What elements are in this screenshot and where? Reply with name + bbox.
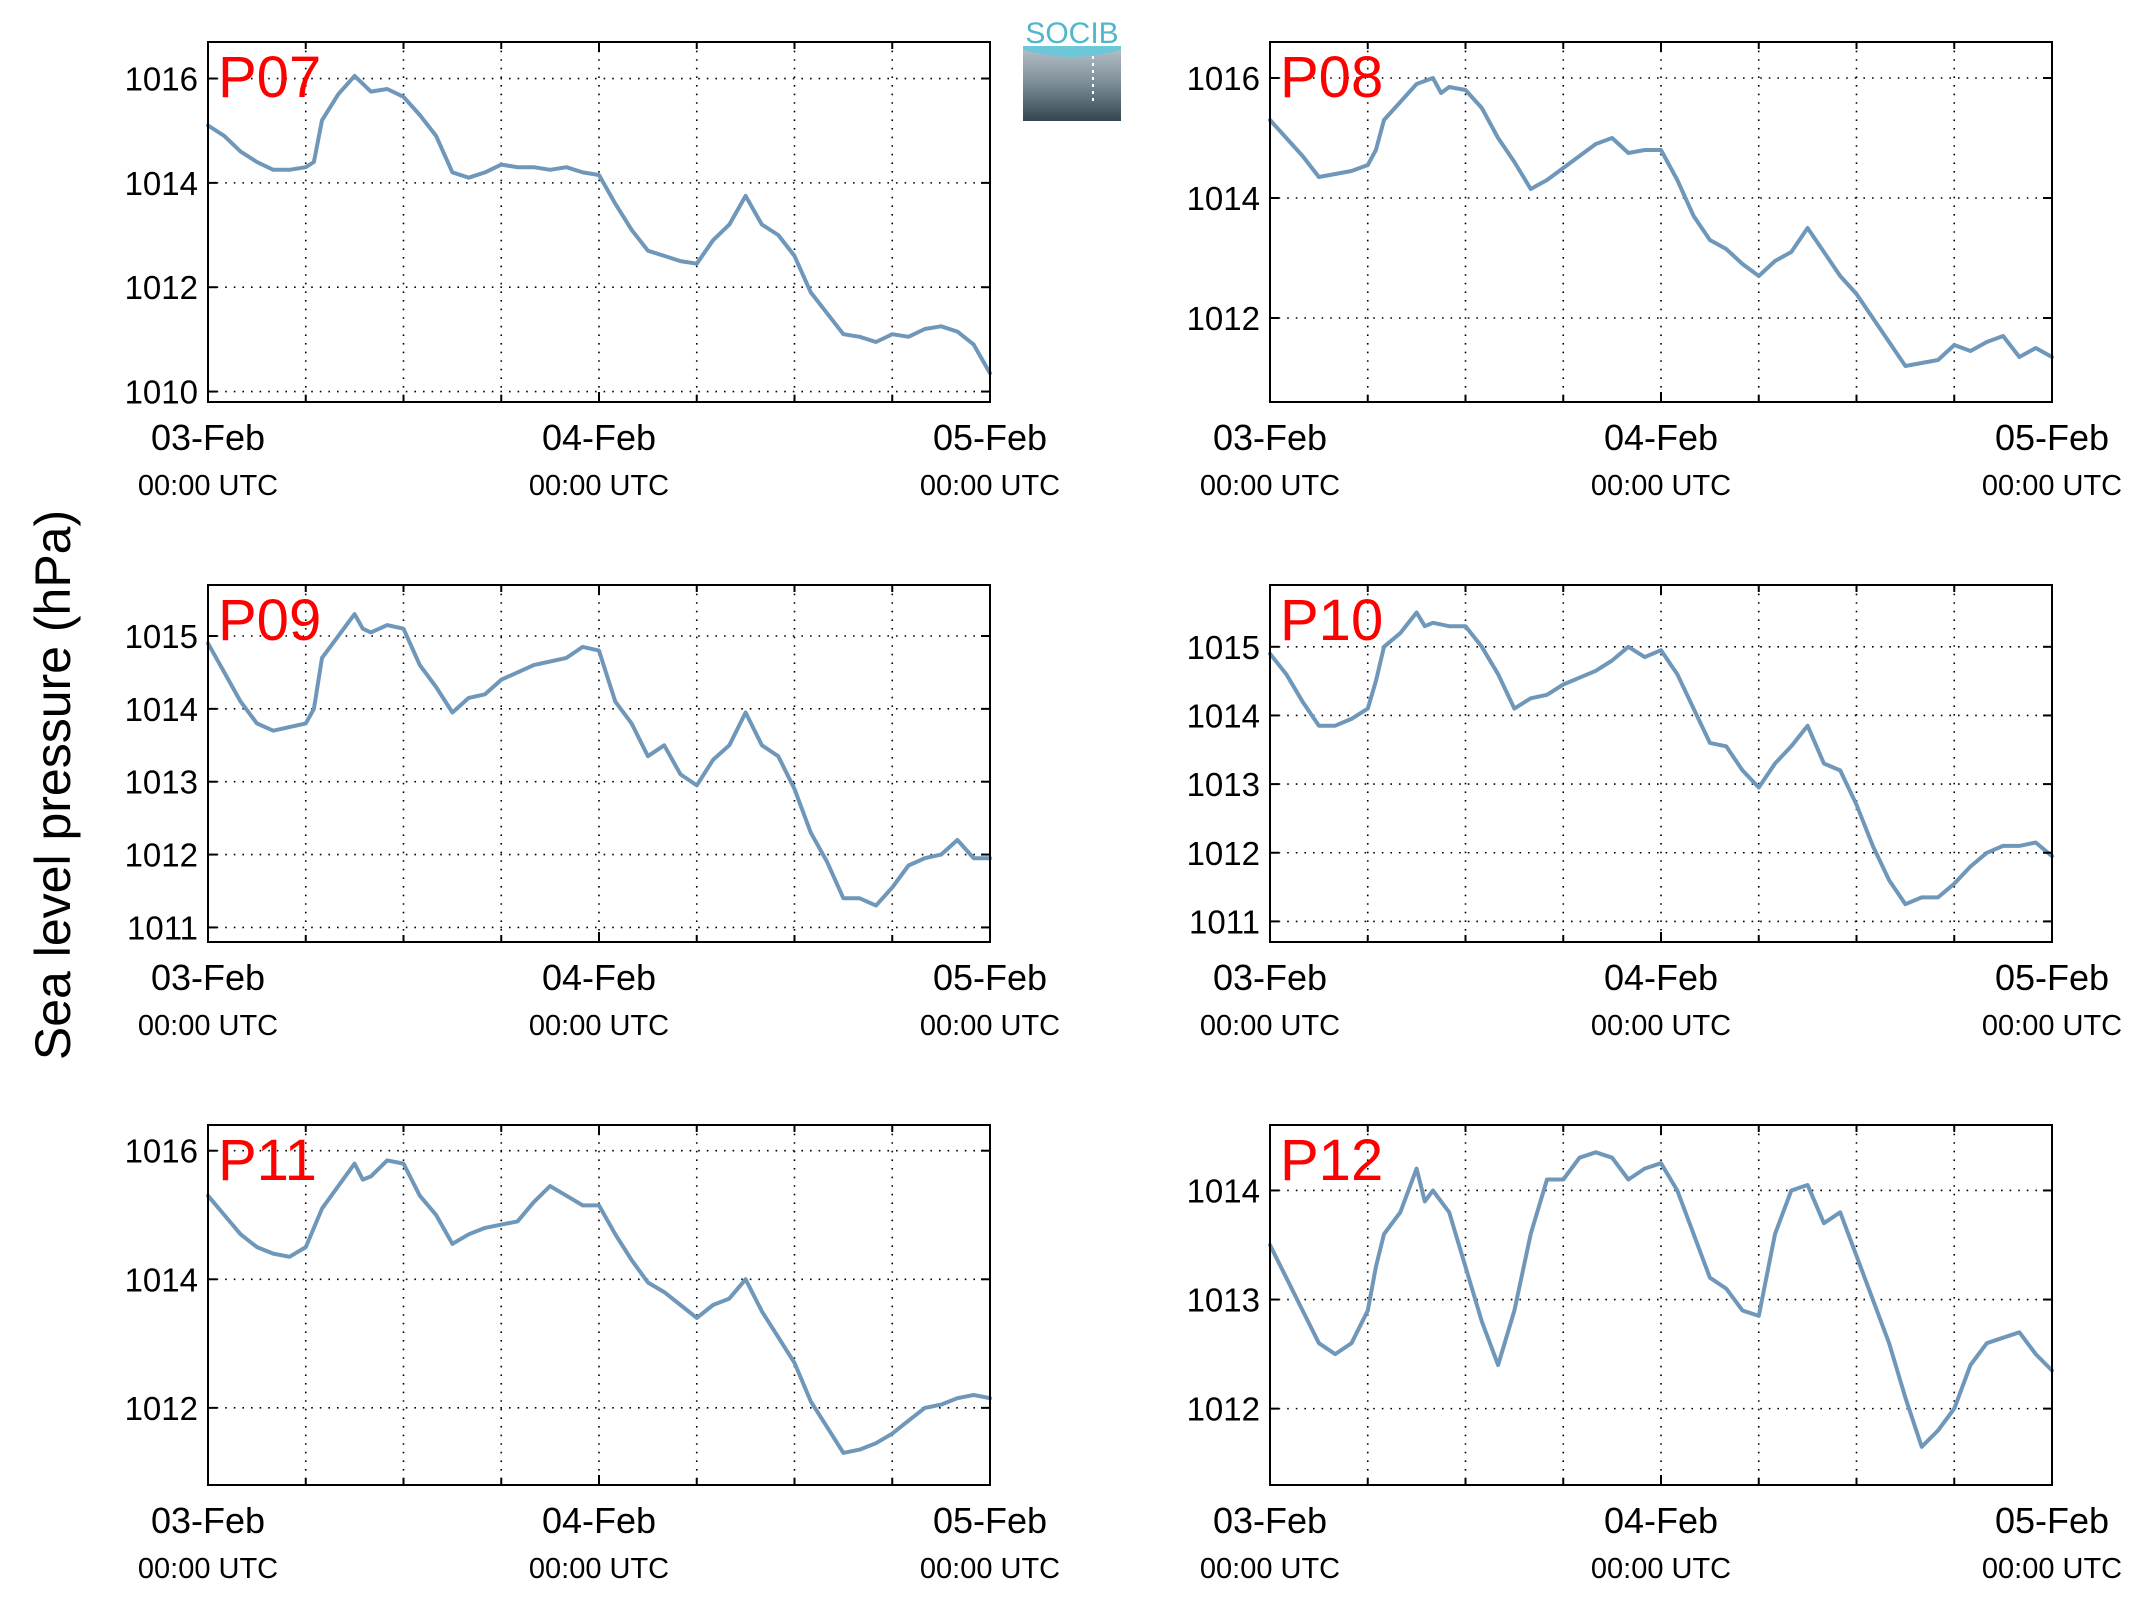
series-line	[1268, 76, 2054, 368]
x-tick-label-date: 05-Feb	[933, 1500, 1047, 1541]
y-tick-label: 1014	[1187, 180, 1260, 217]
chart-panel-p12: 1012 1013 1014 03-Feb 00:00 UTC 04-Feb 00:00 U…	[1187, 1124, 2122, 1585]
x-tick-label-date: 03-Feb	[151, 417, 265, 458]
x-tick-label-date: 03-Feb	[1213, 1500, 1327, 1541]
x-tick-label-date: 04-Feb	[542, 417, 656, 458]
y-tick-label: 1014	[1187, 1172, 1260, 1209]
x-tick-label-date: 04-Feb	[1604, 417, 1718, 458]
x-tick-label-time: 00:00 UTC	[1591, 1010, 1731, 1042]
x-tick-label-time: 00:00 UTC	[138, 470, 278, 502]
x-tick-label-time: 00:00 UTC	[920, 1553, 1060, 1585]
chart-panels: 1010 1012 1014 1016 03-Feb 00:00 UTC 04-Feb 00:…	[125, 41, 2122, 1585]
series-line	[1268, 1150, 2054, 1449]
panel-label: P10	[1280, 588, 1383, 653]
x-tick-label-time: 00:00 UTC	[529, 1010, 669, 1042]
x-tick-label-date: 04-Feb	[1604, 957, 1718, 998]
panel-label: P11	[218, 1128, 317, 1193]
chart-panel-p09: 1011 1012 1013 1014 1015 03-Feb 00:00 UTC 04-Fe…	[125, 584, 1060, 1042]
y-tick-label: 1011	[127, 909, 198, 946]
y-tick-label: 1012	[125, 837, 198, 874]
x-tick-label-time: 00:00 UTC	[1982, 1553, 2122, 1585]
x-tick-label-date: 03-Feb	[151, 1500, 265, 1541]
y-axis-label: Sea level pressure (hPa)	[25, 510, 81, 1060]
logo-wave	[1023, 46, 1121, 57]
series-line	[206, 612, 992, 908]
x-tick-label-date: 03-Feb	[151, 957, 265, 998]
y-tick-label: 1014	[1187, 697, 1260, 734]
chart-panel-p10: 1011 1012 1013 1014 1015 03-Feb 00:00 UTC 04-Fe…	[1187, 584, 2122, 1042]
chart-panel-p11: 1012 1014 1016 03-Feb 00:00 UTC 04-Feb 00:00 U…	[125, 1124, 1060, 1585]
y-tick-label: 1013	[1187, 766, 1260, 803]
y-tick-label: 1014	[125, 165, 198, 202]
chart-panel-p08: 1012 1014 1016 03-Feb 00:00 UTC 04-Feb 00:00 U…	[1187, 41, 2122, 502]
x-tick-label-time: 00:00 UTC	[1591, 470, 1731, 502]
y-tick-label: 1012	[125, 1390, 198, 1427]
x-tick-label-time: 00:00 UTC	[1591, 1553, 1731, 1585]
x-tick-label-time: 00:00 UTC	[138, 1010, 278, 1042]
y-tick-label: 1010	[125, 374, 198, 411]
x-tick-label-date: 05-Feb	[1995, 957, 2109, 998]
y-tick-label: 1014	[125, 1261, 198, 1298]
x-tick-label-date: 05-Feb	[1995, 417, 2109, 458]
x-tick-label-date: 04-Feb	[542, 1500, 656, 1541]
x-tick-label-time: 00:00 UTC	[529, 1553, 669, 1585]
series-line	[1268, 610, 2054, 907]
x-tick-label-date: 05-Feb	[933, 417, 1047, 458]
x-tick-label-time: 00:00 UTC	[1982, 470, 2122, 502]
y-tick-label: 1016	[1187, 60, 1260, 97]
x-tick-label-time: 00:00 UTC	[1200, 1010, 1340, 1042]
y-tick-label: 1016	[125, 61, 198, 98]
y-tick-label: 1012	[125, 269, 198, 306]
x-tick-label-time: 00:00 UTC	[1200, 1553, 1340, 1585]
panel-label: P07	[218, 45, 321, 110]
x-tick-label-time: 00:00 UTC	[1200, 470, 1340, 502]
series-line	[206, 73, 992, 376]
x-tick-label-date: 05-Feb	[1995, 1500, 2109, 1541]
logo-gradient-block	[1023, 46, 1121, 121]
y-tick-label: 1015	[125, 618, 198, 655]
x-tick-label-date: 04-Feb	[542, 957, 656, 998]
x-tick-label-date: 05-Feb	[933, 957, 1047, 998]
y-tick-label: 1012	[1187, 835, 1260, 872]
y-tick-label: 1011	[1189, 903, 1260, 940]
x-tick-label-time: 00:00 UTC	[529, 470, 669, 502]
panel-label: P09	[218, 588, 321, 653]
chart-panel-p07: 1010 1012 1014 1016 03-Feb 00:00 UTC 04-Feb 00:…	[125, 41, 1060, 502]
x-tick-label-date: 04-Feb	[1604, 1500, 1718, 1541]
y-tick-label: 1012	[1187, 1391, 1260, 1428]
y-tick-label: 1012	[1187, 300, 1260, 337]
y-tick-label: 1015	[1187, 629, 1260, 666]
series-line	[206, 1158, 992, 1455]
socib-logo: SOCIB	[1023, 17, 1121, 121]
logo-text: SOCIB	[1025, 17, 1118, 50]
x-tick-label-time: 00:00 UTC	[138, 1553, 278, 1585]
y-tick-label: 1013	[125, 764, 198, 801]
panel-label: P08	[1280, 45, 1383, 110]
x-tick-label-date: 03-Feb	[1213, 417, 1327, 458]
x-tick-label-time: 00:00 UTC	[920, 470, 1060, 502]
y-tick-label: 1016	[125, 1133, 198, 1170]
x-tick-label-time: 00:00 UTC	[1982, 1010, 2122, 1042]
x-tick-label-date: 03-Feb	[1213, 957, 1327, 998]
y-tick-label: 1014	[125, 691, 198, 728]
panel-label: P12	[1280, 1128, 1383, 1193]
y-tick-label: 1013	[1187, 1282, 1260, 1319]
x-tick-label-time: 00:00 UTC	[920, 1010, 1060, 1042]
